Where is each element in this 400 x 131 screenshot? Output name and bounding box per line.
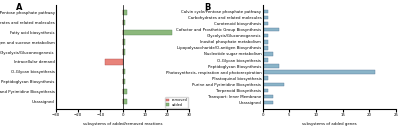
X-axis label: subsystems of added/removed reactions: subsystems of added/removed reactions bbox=[83, 122, 162, 126]
Bar bbox=[263, 22, 268, 25]
Legend: removed, added: removed, added bbox=[165, 97, 188, 108]
Bar bbox=[263, 64, 279, 68]
Text: B: B bbox=[204, 3, 210, 12]
Bar bbox=[105, 59, 123, 65]
Bar bbox=[123, 49, 125, 55]
Bar bbox=[263, 52, 273, 56]
Bar bbox=[263, 58, 268, 62]
Bar bbox=[123, 40, 125, 45]
Bar bbox=[123, 79, 125, 84]
Bar bbox=[263, 34, 268, 37]
Bar bbox=[263, 46, 268, 50]
Bar bbox=[263, 10, 268, 13]
Bar bbox=[123, 20, 125, 25]
Bar bbox=[263, 83, 284, 86]
X-axis label: subsystems of added genes: subsystems of added genes bbox=[302, 122, 357, 126]
Bar bbox=[123, 30, 172, 35]
Bar bbox=[263, 16, 268, 19]
Bar bbox=[123, 99, 127, 104]
Bar bbox=[123, 89, 127, 94]
Bar bbox=[263, 101, 273, 104]
Bar bbox=[263, 70, 375, 74]
Bar bbox=[263, 40, 268, 43]
Bar bbox=[263, 77, 268, 80]
Bar bbox=[123, 10, 127, 15]
Bar bbox=[263, 95, 273, 98]
Text: A: A bbox=[16, 3, 22, 12]
Bar bbox=[263, 89, 268, 92]
Bar bbox=[263, 28, 279, 31]
Bar bbox=[123, 69, 125, 74]
